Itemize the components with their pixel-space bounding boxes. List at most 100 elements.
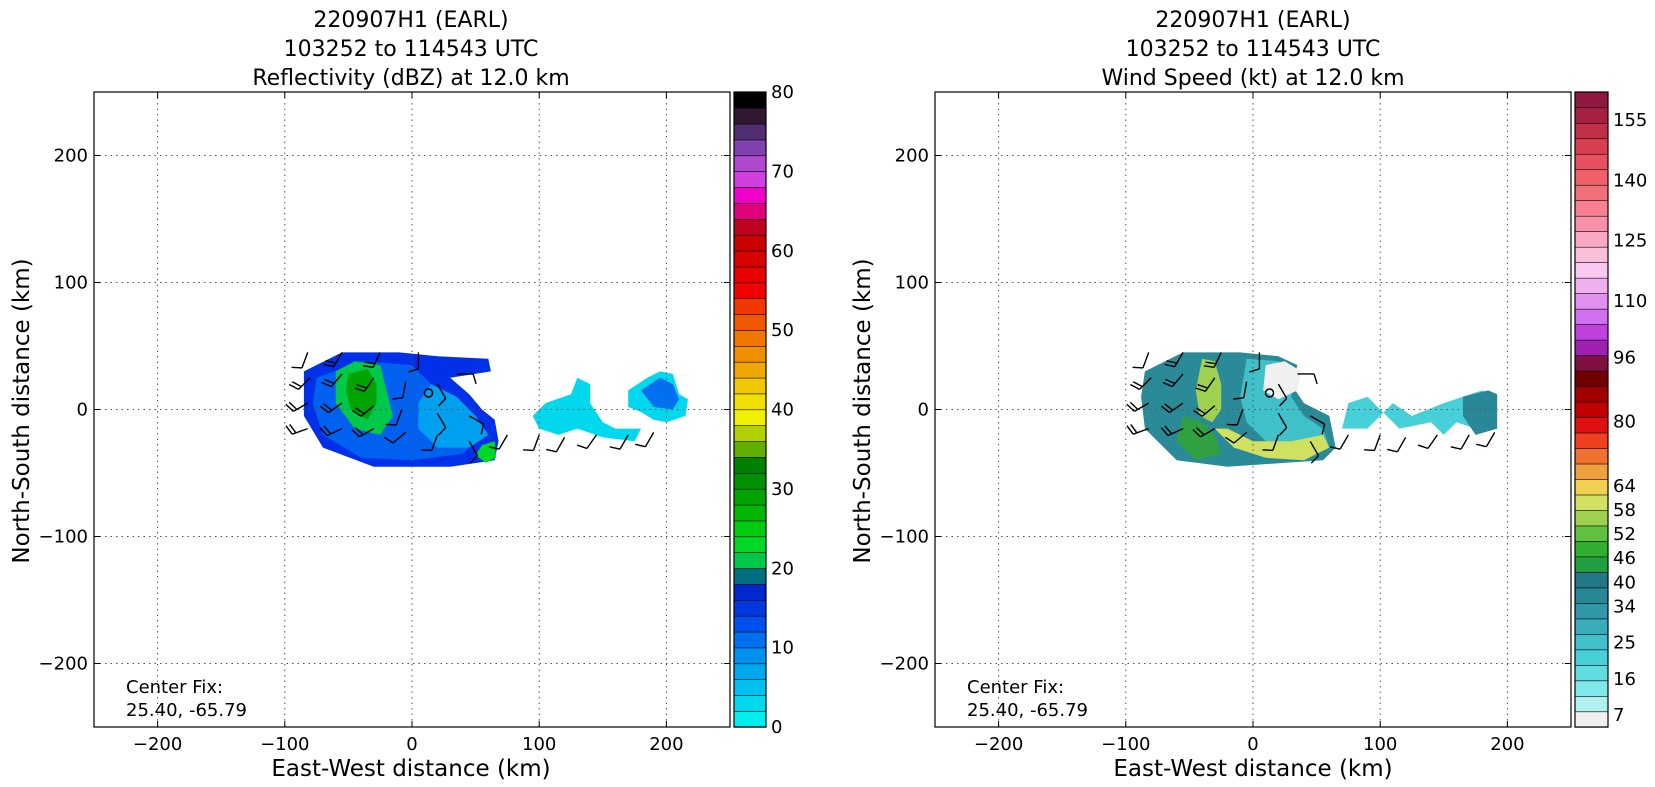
x-tick-label: 0 — [1247, 734, 1258, 755]
colorbar-segment — [1574, 138, 1609, 155]
wind-barb — [1126, 401, 1150, 413]
colorbar-segment — [733, 710, 767, 728]
colorbar-segment — [1574, 370, 1609, 387]
colorbar-segment — [733, 266, 767, 284]
colorbar-segment — [1574, 324, 1609, 341]
wind-barb — [1164, 352, 1184, 368]
plot-area — [94, 92, 730, 727]
colorbar-segment — [733, 202, 767, 220]
colorbar-tick-label: 110 — [1613, 291, 1647, 312]
wind-barb — [523, 434, 540, 452]
colorbar-segment — [1574, 711, 1609, 728]
colorbar-segment — [1574, 447, 1609, 465]
colorbar-segment — [733, 298, 767, 315]
wind-barb — [408, 352, 420, 373]
colorbar-tick-label: 64 — [1613, 476, 1636, 497]
wind-barb — [576, 434, 597, 450]
x-tick-label: 200 — [649, 734, 683, 755]
colorbar-tick-label: 52 — [1613, 524, 1636, 545]
colorbar-segment — [733, 107, 767, 125]
panel-title-line-1: 220907H1 (EARL) — [313, 8, 508, 33]
colorbar-segment — [1574, 680, 1609, 697]
colorbar-tick-label: 30 — [771, 479, 794, 500]
colorbar-segment — [733, 567, 767, 585]
wind-barb — [546, 437, 566, 453]
wind-barb — [1193, 405, 1216, 417]
colorbar-segment — [733, 647, 767, 665]
wind-barb — [1277, 412, 1288, 436]
radar-region — [1240, 358, 1330, 448]
colorbar-segment — [1574, 618, 1609, 635]
radar-region — [345, 368, 377, 420]
wind-barb — [1309, 440, 1320, 464]
wind-barb — [1132, 352, 1150, 369]
wind-barb — [1226, 409, 1244, 426]
wind-barb — [421, 434, 439, 452]
wind-barb — [1126, 423, 1149, 435]
colorbar-segment — [1574, 262, 1609, 279]
wind-barb — [383, 431, 407, 444]
colorbar-segment — [1574, 277, 1609, 294]
colorbar-segment — [1574, 184, 1609, 202]
colorbar-segment — [1574, 649, 1609, 666]
colorbar-segment — [733, 440, 767, 458]
radar-region — [418, 384, 489, 448]
colorbar-segment — [733, 599, 767, 617]
colorbar-tick-label: 50 — [771, 320, 794, 341]
colorbar-tick-label: 46 — [1613, 548, 1636, 569]
wind-barb — [436, 412, 447, 436]
wind-barb — [1129, 377, 1152, 391]
colorbar-segment — [733, 456, 767, 474]
panel-title-line-3: Wind Speed (kt) at 12.0 km — [1101, 66, 1404, 91]
colorbar-segment — [733, 218, 767, 236]
x-axis-label: East-West distance (km) — [271, 756, 550, 782]
colorbar-tick-label: 34 — [1613, 596, 1636, 617]
colorbar-tick-label: 60 — [771, 241, 794, 262]
colorbar-segment — [733, 234, 767, 252]
colorbar-segment — [733, 536, 767, 553]
storm-center-marker — [1264, 388, 1275, 398]
colorbar-segment — [1574, 695, 1609, 713]
colorbar-segment — [1574, 153, 1609, 171]
colorbar-tick-label: 70 — [771, 161, 794, 182]
colorbar-tick-label: 16 — [1613, 669, 1636, 690]
colorbar-segment — [1574, 354, 1609, 372]
colorbar-tick-label: 40 — [1613, 572, 1636, 593]
center-fix-coords: 25.40, -65.79 — [126, 700, 247, 721]
y-tick-label: 200 — [54, 146, 88, 167]
panel-title-line-2: 103252 to 114543 UTC — [1126, 37, 1381, 62]
wind-barb — [1249, 352, 1261, 373]
colorbar-segment — [733, 377, 767, 395]
y-tick-label: 200 — [895, 146, 929, 167]
wind-barb — [1417, 434, 1438, 450]
wind-barb — [436, 383, 447, 407]
colorbar-segment — [733, 472, 767, 490]
wind-barb — [1476, 432, 1496, 448]
wind-barb — [321, 373, 343, 388]
colorbar-segment — [1574, 664, 1609, 682]
x-tick-label: −200 — [974, 734, 1023, 755]
wind-barb — [1195, 377, 1216, 392]
wind-barb — [288, 377, 311, 391]
colorbar-segment — [1574, 509, 1609, 527]
colorbar-segment — [1574, 215, 1609, 232]
wind-barb — [488, 434, 509, 450]
y-axis-label: North-South distance (km) — [850, 258, 876, 563]
wind-barb — [323, 352, 343, 368]
wind-barb — [385, 409, 403, 426]
colorbar-segment — [733, 488, 767, 506]
colorbar-segment — [1574, 463, 1609, 480]
wind-barb — [392, 381, 407, 400]
wind-barb — [319, 402, 343, 414]
y-tick-label: 100 — [54, 273, 88, 294]
wind-barb — [285, 423, 308, 435]
y-tick-label: 100 — [895, 273, 929, 294]
panel-title-line-1: 220907H1 (EARL) — [1155, 8, 1350, 33]
colorbar-segment — [1574, 633, 1609, 651]
wind-barb — [285, 401, 309, 413]
x-tick-label: 100 — [522, 734, 556, 755]
center-fix-label: Center Fix: — [126, 677, 223, 698]
colorbar-segment — [733, 345, 767, 363]
wind-barb — [1262, 434, 1280, 452]
colorbar-segment — [733, 425, 767, 442]
